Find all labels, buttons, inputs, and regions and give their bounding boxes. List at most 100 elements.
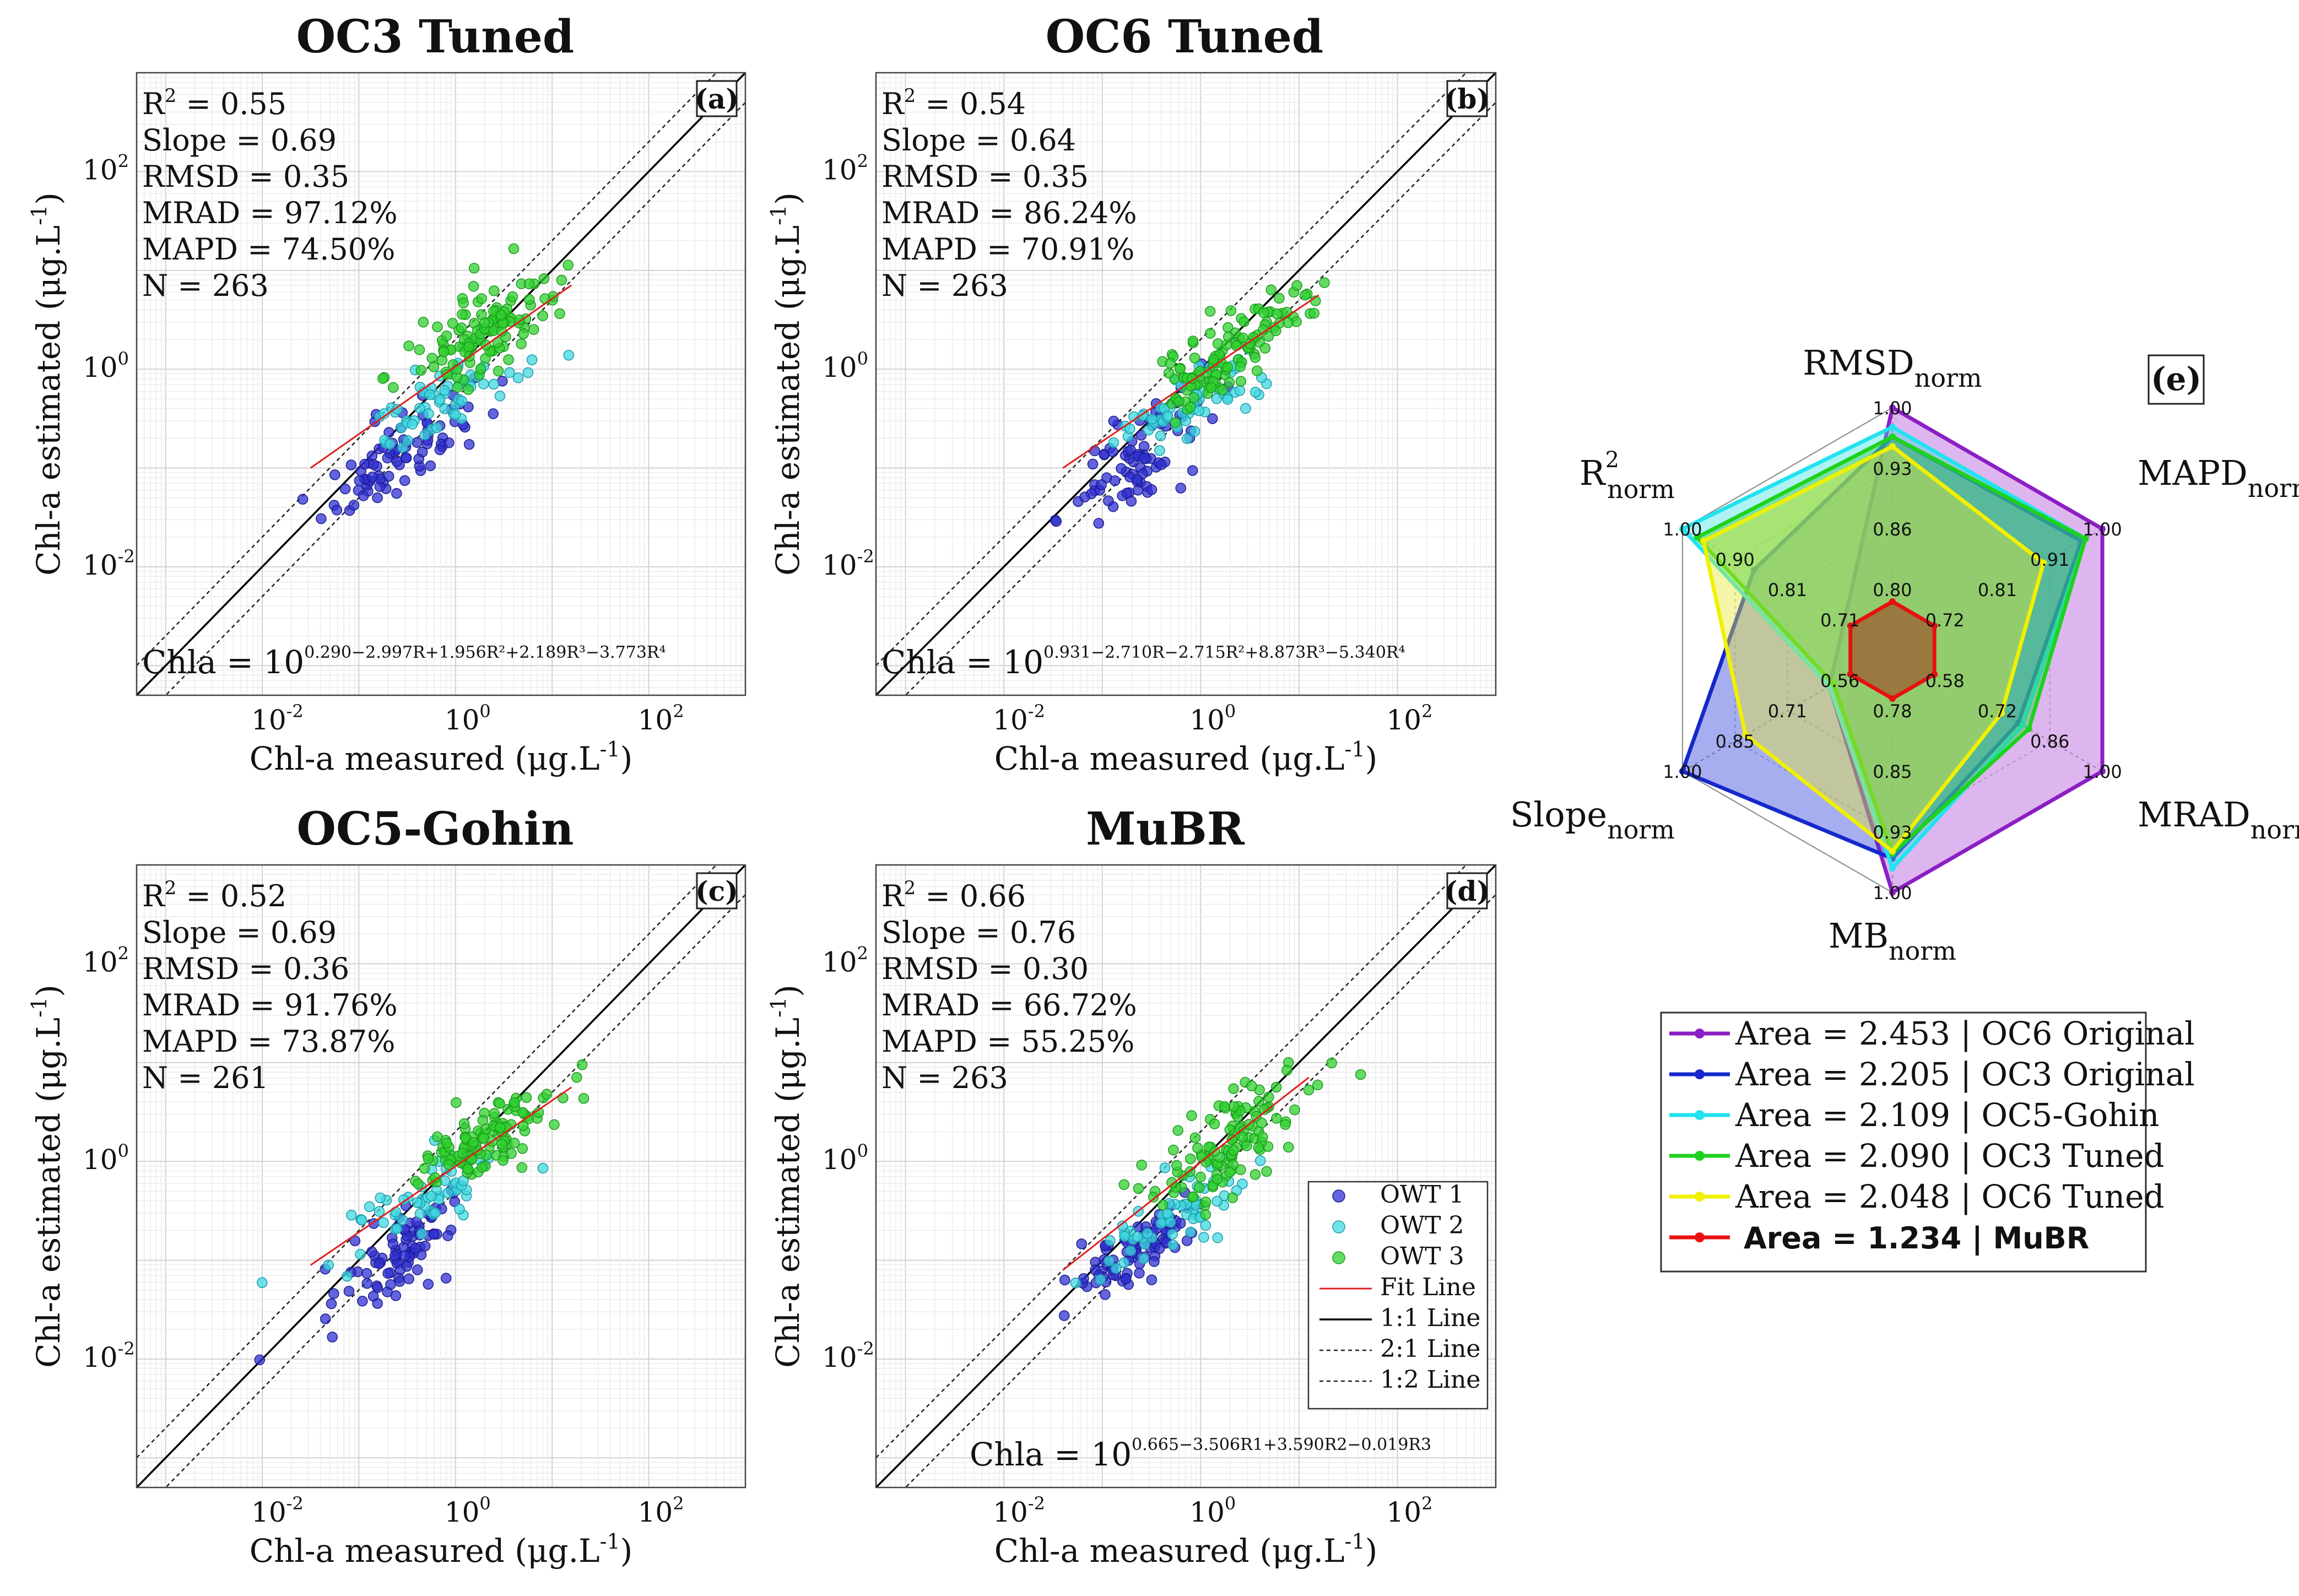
stat-slope: Slope = 0.64 — [881, 123, 1076, 158]
data-point — [1087, 458, 1099, 470]
data-point — [374, 1206, 385, 1217]
data-point — [1146, 1274, 1157, 1285]
data-point — [329, 469, 340, 480]
data-point — [516, 1162, 528, 1173]
stat-slope: Slope = 0.76 — [881, 915, 1076, 950]
data-point — [1070, 1278, 1081, 1289]
data-point — [346, 1209, 357, 1221]
data-point — [489, 285, 500, 296]
data-point — [1167, 1229, 1178, 1240]
data-point — [407, 419, 418, 430]
data-point — [1138, 441, 1150, 452]
data-point — [1138, 452, 1150, 464]
data-point — [457, 309, 468, 320]
data-point — [1195, 1171, 1206, 1183]
legend-entry: Fit Line — [1380, 1273, 1476, 1301]
data-point — [528, 324, 539, 335]
data-point — [509, 1138, 520, 1149]
radar-axis-label: Slopenorm — [1510, 794, 1675, 845]
data-point — [578, 1093, 589, 1104]
x-tick-label: 10-2 — [251, 1493, 304, 1528]
data-point — [1254, 1155, 1266, 1166]
data-point — [1235, 376, 1247, 387]
data-point — [1111, 1263, 1122, 1274]
data-point — [328, 1288, 339, 1299]
data-point — [1250, 386, 1261, 398]
data-point — [562, 259, 574, 270]
radar-vertex — [2099, 526, 2106, 532]
data-point — [518, 328, 529, 339]
radar-series — [1679, 404, 2106, 896]
data-point — [1249, 352, 1261, 363]
legend-entry: 1:2 Line — [1380, 1366, 1480, 1394]
data-point — [456, 322, 467, 334]
data-point — [430, 1207, 441, 1219]
data-point — [1259, 1104, 1270, 1115]
data-point — [1211, 1195, 1222, 1207]
data-point — [477, 1162, 488, 1173]
data-point — [1222, 361, 1234, 373]
y-tick-label: 10-2 — [83, 546, 135, 581]
data-point — [1149, 1256, 1160, 1267]
stat-mapd: MAPD = 73.87% — [142, 1024, 395, 1059]
legend-entry: 1:1 Line — [1380, 1304, 1480, 1332]
data-point — [429, 1229, 440, 1240]
radar-tick-label: 1.00 — [2082, 761, 2122, 782]
data-point — [1252, 365, 1263, 376]
data-point — [488, 408, 499, 419]
radar-vertex — [1889, 404, 1896, 411]
data-point — [1079, 491, 1090, 502]
radar-vertex — [1889, 865, 1896, 872]
data-point — [392, 403, 403, 415]
radar-vertex — [1889, 433, 1896, 440]
data-point — [1259, 343, 1271, 354]
data-point — [1175, 363, 1186, 375]
data-point — [1326, 1057, 1337, 1069]
legend-entry: OWT 1 — [1380, 1181, 1464, 1209]
data-point — [443, 1159, 455, 1171]
data-point — [374, 1258, 385, 1269]
radar-vertex — [1889, 424, 1896, 431]
radar-vertex — [1998, 710, 2005, 717]
data-point — [1058, 1310, 1070, 1321]
radar-axis-label: R2 norm — [1579, 447, 1675, 504]
data-point — [424, 389, 435, 401]
data-point — [402, 435, 413, 446]
legend-marker — [1695, 1110, 1705, 1120]
data-point — [538, 273, 550, 284]
data-point — [434, 394, 446, 405]
data-point — [426, 1191, 437, 1202]
panel-label-box — [1446, 872, 1488, 910]
data-point — [1100, 1289, 1111, 1300]
y-tick-label: 10-2 — [83, 1338, 135, 1373]
data-point — [1105, 1235, 1116, 1246]
data-point — [1189, 353, 1200, 364]
radar-chart: 0.80 0.86 0.93 1.00 0.72 0.81 0.91 1.00 0.58 0.72… — [1510, 343, 2299, 966]
data-point — [1291, 280, 1302, 291]
radar-vertex — [2019, 722, 2026, 729]
data-point — [1263, 1091, 1274, 1102]
data-point — [413, 1178, 424, 1189]
fit-line — [1062, 294, 1319, 469]
data-point — [1132, 484, 1144, 496]
reference-lines — [137, 73, 745, 695]
data-point — [1200, 1197, 1211, 1208]
data-point — [342, 1270, 353, 1282]
data-point — [441, 369, 453, 380]
data-point — [1272, 308, 1283, 320]
x-axis-label: Chl-a measured (μg.L-1) — [994, 1529, 1378, 1570]
data-point — [441, 330, 452, 342]
y-tick-label: 100 — [822, 1140, 868, 1176]
data-point — [426, 353, 438, 364]
stat-r2: R2 = 0.66 — [881, 877, 1026, 913]
data-point — [1164, 367, 1175, 378]
data-point — [419, 1241, 431, 1252]
data-point — [1117, 1220, 1128, 1232]
radar-vertex — [2025, 726, 2032, 732]
data-point — [506, 1148, 517, 1159]
data-point — [1283, 1141, 1294, 1153]
radar-vertex — [1830, 680, 1837, 688]
data-point — [413, 453, 424, 464]
data-point — [495, 310, 507, 321]
data-point — [496, 1139, 507, 1150]
